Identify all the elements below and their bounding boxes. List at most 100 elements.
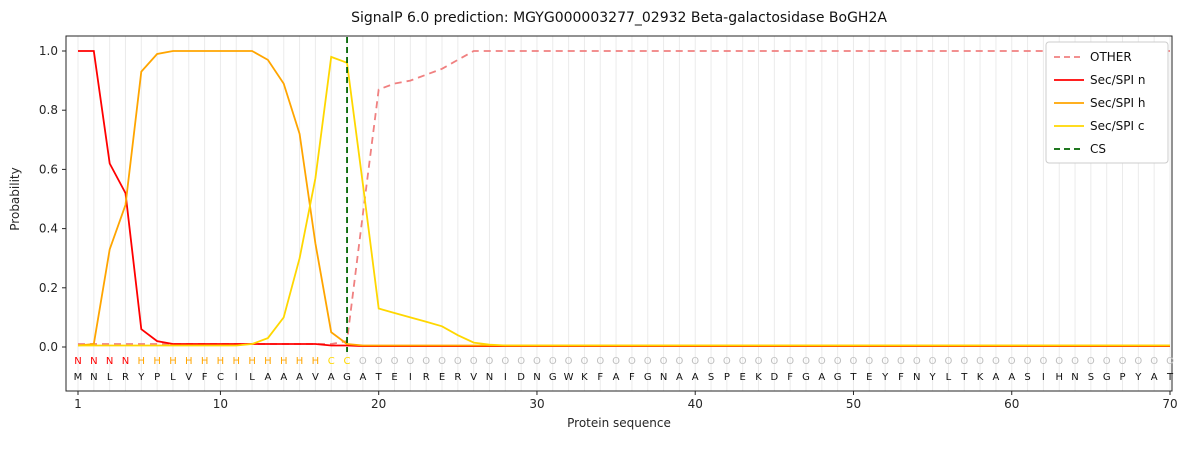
residue-label: L xyxy=(249,372,255,383)
residue-label: L xyxy=(107,372,113,383)
region-label: O xyxy=(501,356,509,367)
residue-label: K xyxy=(977,372,984,383)
x-tick-label: 60 xyxy=(1004,397,1019,411)
residue-label: G xyxy=(644,372,652,383)
series-line-sec-spi-h xyxy=(77,50,1170,347)
residue-label: D xyxy=(770,372,778,383)
residue-label: N xyxy=(1071,372,1078,383)
residue-label: A xyxy=(613,372,620,383)
region-label: H xyxy=(280,356,288,367)
series-line-sec-spi-c xyxy=(78,55,1170,347)
region-label: O xyxy=(944,356,952,367)
region-label: O xyxy=(596,356,604,367)
region-label: O xyxy=(375,356,383,367)
region-label: O xyxy=(992,356,1000,367)
region-label: H xyxy=(153,356,161,367)
region-label: O xyxy=(391,356,399,367)
residue-label: H xyxy=(1055,372,1063,383)
residue-label: L xyxy=(170,372,176,383)
residue-label: S xyxy=(1088,372,1094,383)
legend-label: CS xyxy=(1090,142,1106,156)
residue-label: A xyxy=(359,372,366,383)
y-axis-label: Probability xyxy=(8,167,22,231)
region-label: O xyxy=(1150,356,1158,367)
residue-label: C xyxy=(217,372,224,383)
residue-label: G xyxy=(802,372,810,383)
x-tick-label: 40 xyxy=(688,397,703,411)
x-tick-label: 10 xyxy=(213,397,228,411)
residue-label: S xyxy=(708,372,714,383)
residue-label: D xyxy=(517,372,525,383)
residue-label: P xyxy=(724,372,730,383)
residue-label: G xyxy=(1103,372,1111,383)
residue-label: M xyxy=(74,372,83,383)
residue-label: A xyxy=(1151,372,1158,383)
residue-label: L xyxy=(946,372,952,383)
region-label: O xyxy=(675,356,683,367)
region-label: O xyxy=(422,356,430,367)
residue-label: N xyxy=(533,372,540,383)
residue-label: I xyxy=(1042,372,1045,383)
region-label: O xyxy=(438,356,446,367)
residue-label: P xyxy=(1120,372,1126,383)
region-label: O xyxy=(533,356,541,367)
y-tick-label: 1.0 xyxy=(39,44,58,58)
residue-label: G xyxy=(549,372,557,383)
residue-label: G xyxy=(343,372,351,383)
region-label: O xyxy=(723,356,731,367)
residue-label: Y xyxy=(1134,372,1142,383)
residue-label: T xyxy=(375,372,383,383)
y-tick-label: 0.8 xyxy=(39,103,58,117)
residue-label: R xyxy=(454,372,461,383)
legend-box xyxy=(1045,41,1169,164)
x-tick-label: 50 xyxy=(846,397,861,411)
region-label: O xyxy=(406,356,414,367)
residue-label: E xyxy=(391,372,397,383)
series-line-other xyxy=(78,50,1170,345)
region-label: N xyxy=(122,356,129,367)
region-label: H xyxy=(138,356,146,367)
x-axis-label: Protein sequence xyxy=(567,416,671,430)
region-label: N xyxy=(74,356,81,367)
region-label: O xyxy=(1103,356,1111,367)
legend-label: Sec/SPI n xyxy=(1090,73,1145,87)
region-label: H xyxy=(169,356,177,367)
residue-label: A xyxy=(818,372,825,383)
y-tick-label: 0.0 xyxy=(39,340,58,354)
region-label: O xyxy=(739,356,747,367)
region-label: C xyxy=(328,356,335,367)
residue-label: A xyxy=(1008,372,1015,383)
residue-label: N xyxy=(660,372,667,383)
residue-label: T xyxy=(960,372,968,383)
region-label: O xyxy=(1055,356,1063,367)
region-label: O xyxy=(976,356,984,367)
residue-label: I xyxy=(504,372,507,383)
residue-label: P xyxy=(154,372,160,383)
region-label: O xyxy=(881,356,889,367)
region-label: O xyxy=(517,356,525,367)
residue-label: E xyxy=(740,372,746,383)
region-label: O xyxy=(1039,356,1047,367)
residue-label: E xyxy=(439,372,445,383)
region-label: H xyxy=(312,356,320,367)
chart-title: SignalP 6.0 prediction: MGYG000003277_02… xyxy=(351,10,887,26)
region-label: O xyxy=(1166,356,1174,367)
y-tick-label: 0.6 xyxy=(39,162,58,176)
region-label: H xyxy=(201,356,209,367)
region-label: O xyxy=(786,356,794,367)
region-label: O xyxy=(1071,356,1079,367)
residue-label: T xyxy=(849,372,857,383)
region-label: O xyxy=(960,356,968,367)
region-label: O xyxy=(628,356,636,367)
y-tick-label: 0.2 xyxy=(39,281,58,295)
region-label: O xyxy=(865,356,873,367)
residue-label: S xyxy=(1024,372,1030,383)
residue-label: F xyxy=(597,372,603,383)
residue-label: Y xyxy=(137,372,145,383)
region-label: O xyxy=(929,356,937,367)
region-label: O xyxy=(770,356,778,367)
residue-label: V xyxy=(312,372,319,383)
region-label: N xyxy=(106,356,113,367)
